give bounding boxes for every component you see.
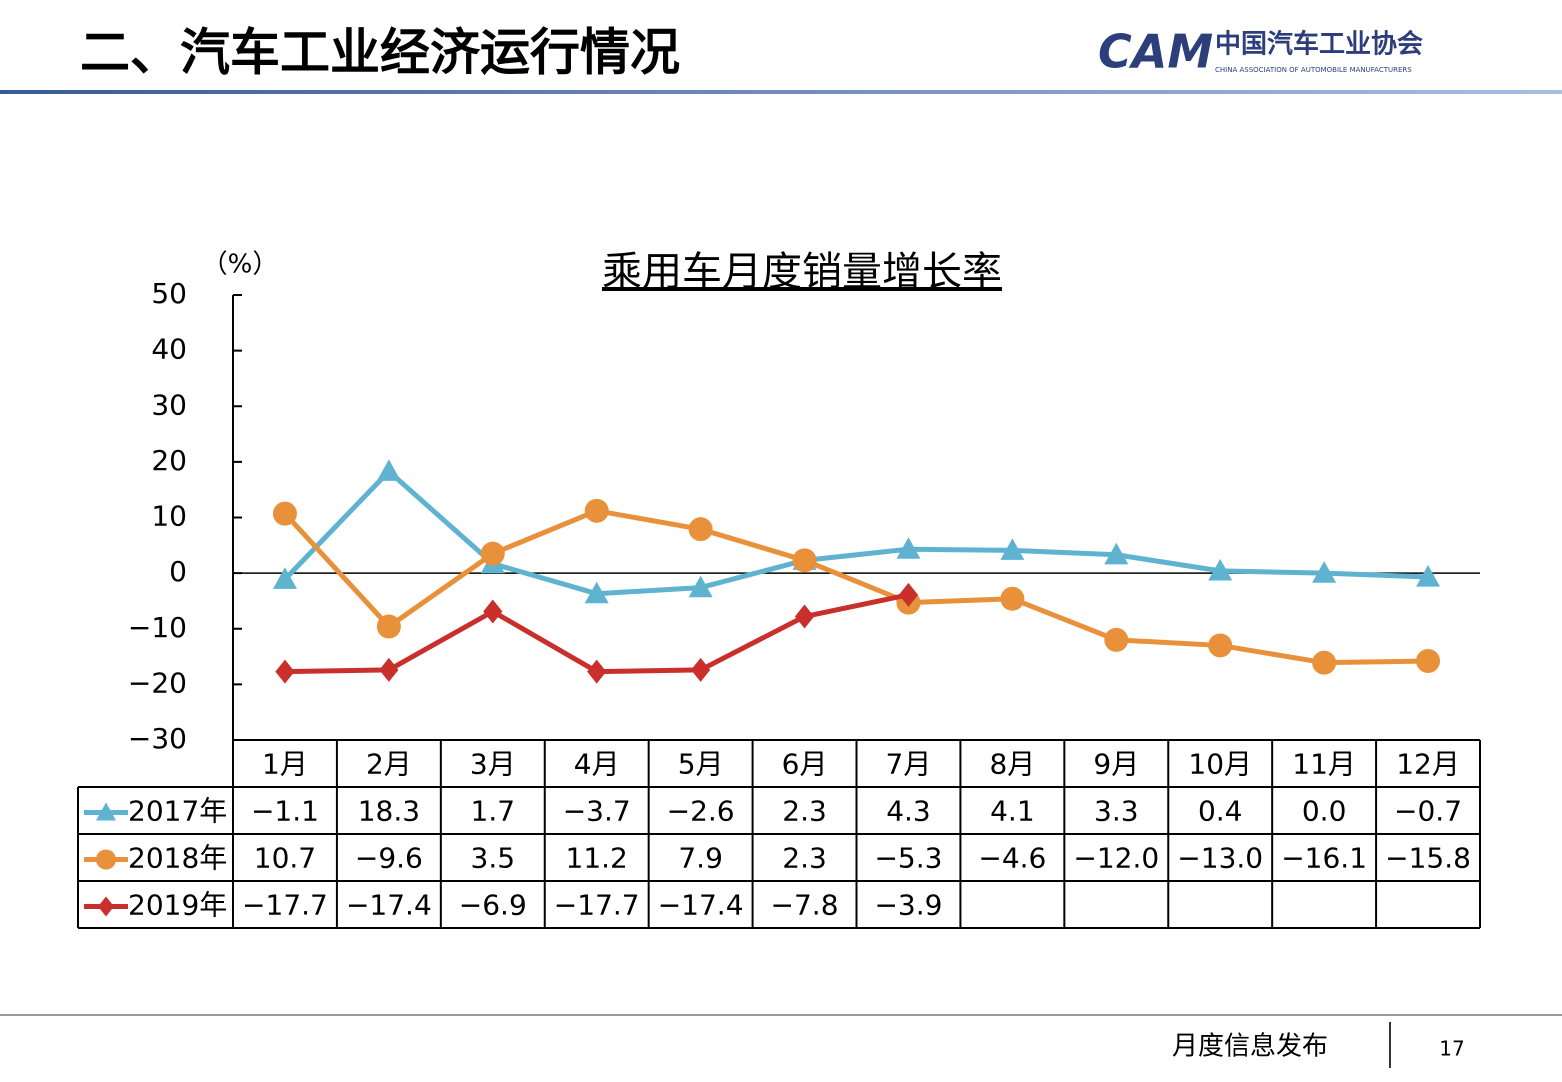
data-label: 18.3 [358,795,420,828]
x-tick-label: 5月 [678,748,724,781]
y-tick-label: −20 [128,666,187,699]
data-label: −17.4 [658,889,744,922]
marker [584,581,609,604]
marker [96,802,116,821]
logo-name: 中国汽车工业协会 [1215,29,1423,60]
marker [483,599,503,624]
logo-mark: CAM [1098,25,1213,79]
data-label: −4.6 [978,842,1046,875]
marker [691,657,711,682]
x-tick-label: 3月 [470,748,516,781]
data-label: −2.6 [667,795,735,828]
marker [896,537,921,559]
x-tick-label: 1月 [262,748,308,781]
marker [1000,538,1025,560]
x-tick-label: 10月 [1188,748,1252,781]
data-label: −17.4 [346,889,432,922]
data-label: 1.7 [471,795,516,828]
x-tick-label: 7月 [886,748,932,781]
data-label: 2.3 [782,842,827,875]
data-label: 2.3 [782,795,827,828]
data-label: −12.0 [1073,842,1159,875]
marker [1104,542,1129,565]
marker [1312,561,1337,583]
y-tick-label: 10 [151,500,187,533]
page-number: 17 [1439,1037,1464,1061]
marker [1000,586,1025,611]
data-label: −0.7 [1394,795,1462,828]
data-label: 3.5 [471,842,516,875]
marker [1416,649,1441,674]
y-tick-label: 0 [169,555,187,588]
marker [376,614,401,639]
legend-label: 2017年 [128,795,227,828]
marker [1208,633,1233,658]
marker [1416,565,1441,587]
data-label: −17.7 [242,889,328,922]
data-label: −7.8 [771,889,839,922]
legend-label: 2018年 [128,842,227,875]
marker [376,459,401,481]
series-line [283,468,1429,597]
data-label: −6.9 [459,889,527,922]
marker [587,659,607,684]
y-axis-label: （%） [202,250,279,280]
marker [96,849,116,870]
marker [688,517,713,542]
data-label: −3.9 [874,889,942,922]
y-tick-label: 20 [151,444,187,477]
marker [1312,650,1337,675]
x-tick-label: 9月 [1093,748,1139,781]
data-label: −17.7 [554,889,640,922]
data-label: −3.7 [563,795,631,828]
data-label: −5.3 [874,842,942,875]
data-label: 0.4 [1198,795,1243,828]
legend-label: 2019年 [128,889,227,922]
data-label: −13.0 [1177,842,1263,875]
x-tick-label: 4月 [574,748,620,781]
y-tick-label: 40 [151,333,187,366]
marker [794,604,815,629]
marker [898,582,919,607]
marker [584,498,609,523]
data-label: −16.1 [1281,842,1367,875]
data-label: 4.3 [886,795,931,828]
data-label: −1.1 [251,795,319,828]
chart-title: 乘用车月度销量增长率 [602,249,1002,295]
data-label: 7.9 [678,842,723,875]
x-tick-label: 11月 [1292,748,1356,781]
x-tick-label: 2月 [366,748,412,781]
x-tick-label: 8月 [989,748,1035,781]
data-label: 0.0 [1302,795,1347,828]
footer-text: 月度信息发布 [1172,1032,1328,1062]
x-tick-label: 6月 [782,748,828,781]
data-label: −15.8 [1385,842,1471,875]
header-rule [0,90,1562,94]
marker [98,896,114,917]
marker [272,567,297,589]
y-tick-label: −30 [128,722,187,755]
slide-title: 二、汽车工业经济运行情况 [80,24,680,82]
y-tick-label: −10 [128,611,187,644]
marker [792,548,817,573]
marker [275,659,295,684]
marker [1104,627,1129,652]
data-label: 4.1 [990,795,1035,828]
x-tick-label: 12月 [1396,748,1460,781]
logo-english: CHINA ASSOCIATION OF AUTOMOBILE MANUFACT… [1215,66,1412,74]
data-label: 10.7 [254,842,316,875]
marker [272,501,297,526]
marker [480,541,505,566]
data-label: 11.2 [566,842,628,875]
y-tick-label: 50 [151,277,187,310]
marker [1208,558,1233,581]
series-line [283,508,1429,666]
y-tick-label: 30 [151,388,187,421]
data-label: −9.6 [355,842,423,875]
marker [688,575,713,598]
data-label: 3.3 [1094,795,1139,828]
marker [379,657,399,682]
